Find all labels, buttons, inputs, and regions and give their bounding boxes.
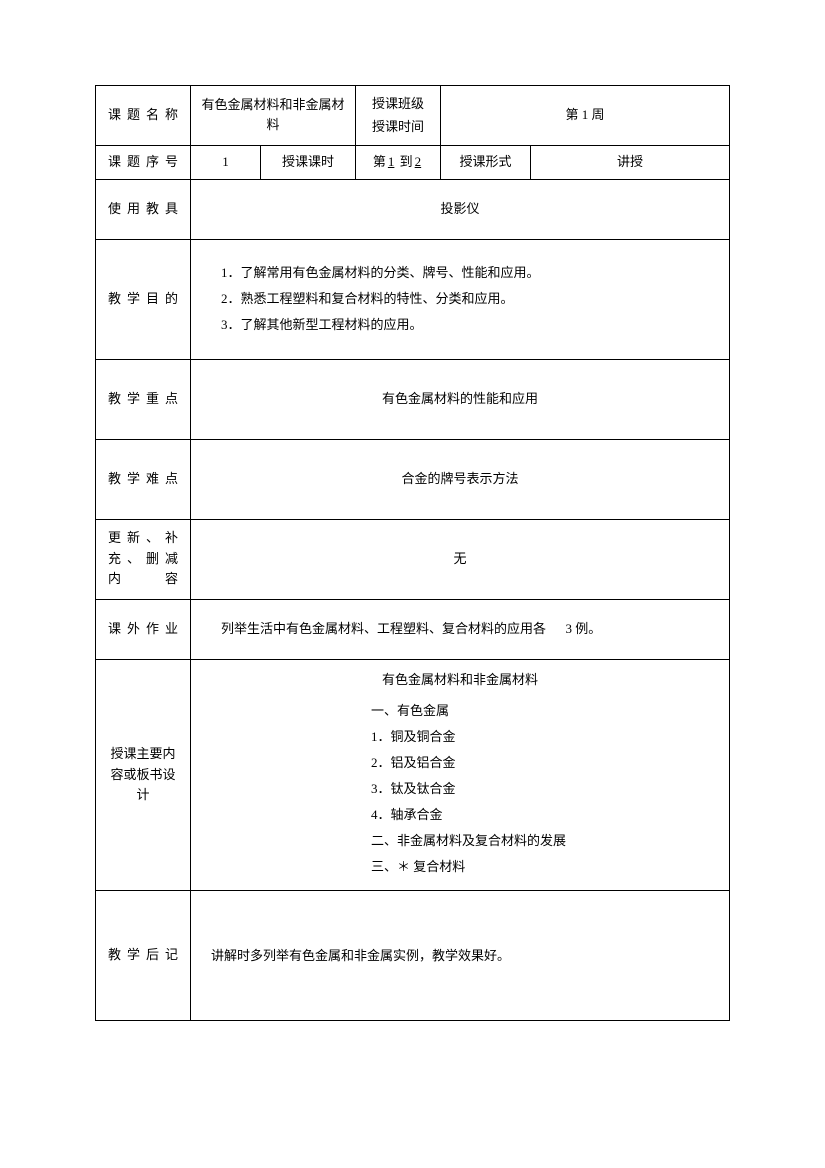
label-homework: 课 外 作 业 xyxy=(96,599,191,659)
label-class-hours: 授课课时 xyxy=(261,145,356,179)
label-difficulties: 教 学 难 点 xyxy=(96,439,191,519)
value-difficulties: 合金的牌号表示方法 xyxy=(191,439,730,519)
lesson-plan-table: 课 题 名 称 有色金属材料和非金属材料 授课班级 授课时间 第 1 周 课 题… xyxy=(95,85,730,1021)
label-topic-name: 课 题 名 称 xyxy=(96,86,191,146)
row-homework: 课 外 作 业 列举生活中有色金属材料、工程塑料、复合材料的应用各 3 例。 xyxy=(96,599,730,659)
row-tools: 使 用 教 具 投影仪 xyxy=(96,179,730,239)
value-tools: 投影仪 xyxy=(191,179,730,239)
value-key-points: 有色金属材料的性能和应用 xyxy=(191,359,730,439)
value-class-form: 讲授 xyxy=(531,145,730,179)
label-notes: 教 学 后 记 xyxy=(96,891,191,1021)
row-key-points: 教 学 重 点 有色金属材料的性能和应用 xyxy=(96,359,730,439)
row-board: 授课主要内 容或板书设 计 有色金属材料和非金属材料 一、有色金属 1．铜及铜合… xyxy=(96,659,730,891)
row-topic-no: 课 题 序 号 1 授课课时 第1 到2 授课形式 讲授 xyxy=(96,145,730,179)
value-board: 有色金属材料和非金属材料 一、有色金属 1．铜及铜合金 2．铝及铝合金 3．钛及… xyxy=(191,659,730,891)
value-notes: 讲解时多列举有色金属和非金属实例，教学效果好。 xyxy=(191,891,730,1021)
value-period: 第1 到2 xyxy=(356,145,441,179)
label-board: 授课主要内 容或板书设 计 xyxy=(96,659,191,891)
label-class-form: 授课形式 xyxy=(441,145,531,179)
row-update: 更 新 、 补 充 、 删 减 内 容 无 xyxy=(96,519,730,599)
row-topic-name: 课 题 名 称 有色金属材料和非金属材料 授课班级 授课时间 第 1 周 xyxy=(96,86,730,146)
row-notes: 教 学 后 记 讲解时多列举有色金属和非金属实例，教学效果好。 xyxy=(96,891,730,1021)
value-homework: 列举生活中有色金属材料、工程塑料、复合材料的应用各 3 例。 xyxy=(191,599,730,659)
label-update: 更 新 、 补 充 、 删 减 内 容 xyxy=(96,519,191,599)
label-class-time: 授课班级 授课时间 xyxy=(356,86,441,146)
label-topic-no: 课 题 序 号 xyxy=(96,145,191,179)
row-difficulties: 教 学 难 点 合金的牌号表示方法 xyxy=(96,439,730,519)
value-topic-name: 有色金属材料和非金属材料 xyxy=(191,86,356,146)
value-update: 无 xyxy=(191,519,730,599)
value-objectives: 1．了解常用有色金属材料的分类、牌号、性能和应用。 2．熟悉工程塑料和复合材料的… xyxy=(191,239,730,359)
label-key-points: 教 学 重 点 xyxy=(96,359,191,439)
label-objectives: 教 学 目 的 xyxy=(96,239,191,359)
label-tools: 使 用 教 具 xyxy=(96,179,191,239)
value-week: 第 1 周 xyxy=(441,86,730,146)
value-topic-no: 1 xyxy=(191,145,261,179)
row-objectives: 教 学 目 的 1．了解常用有色金属材料的分类、牌号、性能和应用。 2．熟悉工程… xyxy=(96,239,730,359)
